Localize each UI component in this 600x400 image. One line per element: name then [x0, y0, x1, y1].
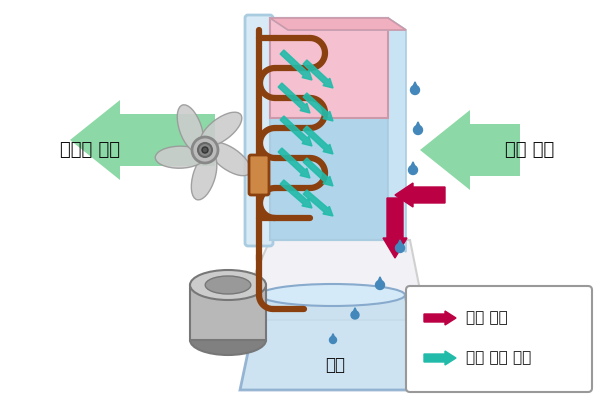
- Ellipse shape: [190, 325, 266, 355]
- FancyBboxPatch shape: [406, 286, 592, 392]
- Circle shape: [413, 126, 422, 134]
- Ellipse shape: [208, 142, 251, 176]
- FancyArrow shape: [280, 50, 312, 80]
- Circle shape: [351, 311, 359, 319]
- Circle shape: [192, 137, 218, 163]
- Polygon shape: [415, 122, 422, 130]
- FancyArrow shape: [420, 110, 520, 190]
- FancyArrow shape: [278, 83, 310, 113]
- Text: 습한 공기: 습한 공기: [505, 141, 554, 159]
- Circle shape: [409, 166, 418, 174]
- Polygon shape: [240, 295, 425, 390]
- FancyBboxPatch shape: [245, 15, 273, 246]
- Ellipse shape: [200, 112, 242, 147]
- Polygon shape: [388, 18, 406, 252]
- Bar: [270, 18, 388, 118]
- FancyArrow shape: [303, 190, 333, 216]
- FancyArrow shape: [303, 60, 333, 88]
- FancyArrow shape: [395, 183, 445, 207]
- Ellipse shape: [155, 146, 205, 168]
- Polygon shape: [409, 162, 416, 170]
- Ellipse shape: [260, 284, 405, 306]
- Polygon shape: [270, 18, 406, 30]
- Polygon shape: [270, 18, 406, 30]
- Polygon shape: [352, 308, 358, 315]
- Text: 건조한 공기: 건조한 공기: [60, 141, 120, 159]
- Polygon shape: [397, 240, 404, 248]
- Text: 물통: 물통: [325, 356, 345, 374]
- Polygon shape: [412, 82, 419, 90]
- Text: 냉매 순환 과정: 냉매 순환 과정: [466, 350, 531, 366]
- FancyArrow shape: [280, 180, 312, 208]
- FancyArrow shape: [424, 311, 456, 325]
- FancyArrow shape: [424, 351, 456, 365]
- Ellipse shape: [191, 152, 217, 200]
- Bar: [270, 18, 388, 240]
- FancyBboxPatch shape: [249, 155, 269, 195]
- Circle shape: [202, 147, 208, 153]
- Circle shape: [329, 336, 337, 344]
- Circle shape: [376, 280, 385, 290]
- FancyArrow shape: [303, 126, 333, 154]
- FancyArrow shape: [303, 93, 333, 121]
- Polygon shape: [250, 240, 420, 320]
- Bar: [190, 285, 266, 340]
- FancyArrow shape: [70, 100, 215, 180]
- Polygon shape: [376, 277, 383, 285]
- Ellipse shape: [177, 105, 203, 152]
- FancyArrow shape: [278, 148, 310, 178]
- Circle shape: [198, 143, 212, 157]
- Polygon shape: [330, 334, 336, 340]
- Text: 제습 과정: 제습 과정: [466, 310, 508, 326]
- FancyArrow shape: [303, 158, 333, 186]
- Circle shape: [410, 86, 419, 94]
- FancyArrow shape: [280, 116, 312, 146]
- Circle shape: [395, 244, 404, 252]
- Ellipse shape: [190, 270, 266, 300]
- Ellipse shape: [205, 276, 251, 294]
- FancyArrow shape: [383, 198, 407, 258]
